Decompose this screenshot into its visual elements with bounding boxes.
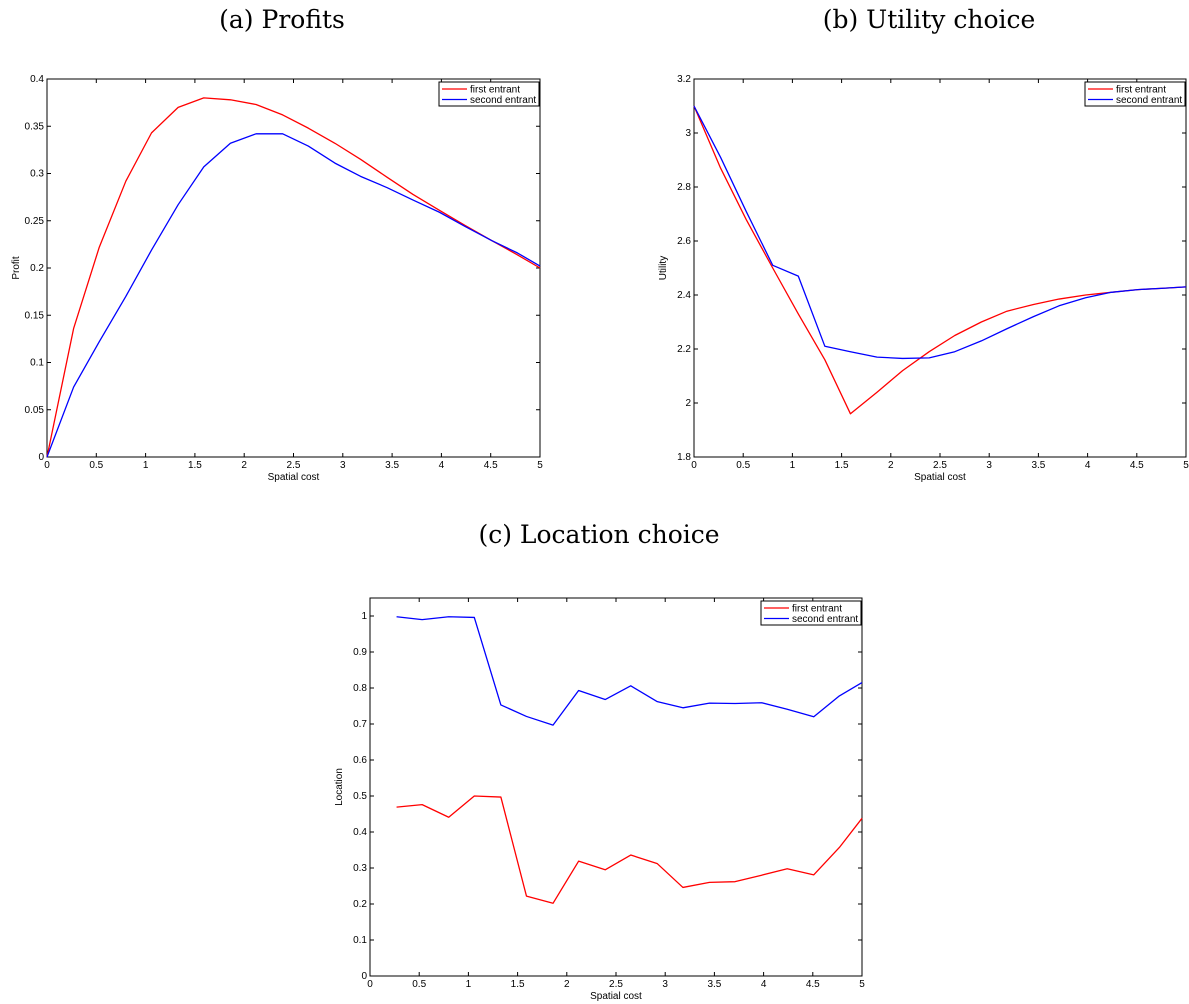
x-axis-label: Spatial cost [914, 472, 966, 483]
y-tick-label: 2.2 [677, 344, 691, 355]
x-tick-label: 2.5 [609, 979, 623, 990]
y-tick-label: 0.3 [353, 863, 367, 874]
x-tick-label: 3 [340, 460, 346, 471]
series-line-second-entrant [693, 105, 1187, 360]
y-tick-label: 0.1 [30, 358, 44, 369]
y-tick-label: 0.35 [25, 121, 45, 132]
x-tick-label: 0 [691, 460, 697, 471]
y-tick-label: 0.4 [30, 74, 44, 85]
x-tick-label: 3.5 [1031, 460, 1045, 471]
series-line-second-entrant [396, 616, 863, 726]
y-tick-label: 0.2 [353, 899, 367, 910]
legend-label: first entrant [792, 604, 842, 615]
legend-label: second entrant [1116, 95, 1182, 106]
series-line-first-entrant [396, 795, 863, 904]
x-tick-label: 2 [888, 460, 894, 471]
chart-location: 0 0.5 1 1.5 2 2.5 3 3.5 4 4.5 5 0 0.1 0.2 0.3 0.4 0.5 0.6… [334, 597, 865, 1002]
y-axis-label: Location [334, 768, 345, 806]
legend-label: first entrant [1116, 85, 1166, 96]
x-tick-label: 2 [241, 460, 247, 471]
chart-profits: 0 0.5 1 1.5 2 2.5 3 3.5 4 4.5 5 0 0.05 0.1 0.15 0.2 0.25… [11, 74, 543, 483]
x-tick-label: 2.5 [933, 460, 947, 471]
x-tick-label: 0 [367, 979, 373, 990]
y-tick-label: 0.05 [25, 405, 45, 416]
plot-frame [693, 78, 1187, 458]
x-tick-label: 0.5 [736, 460, 750, 471]
plot-frame [46, 78, 541, 458]
x-tick-label: 4 [1085, 460, 1091, 471]
x-tick-label: 5 [537, 460, 543, 471]
x-tick-label: 1 [790, 460, 796, 471]
legend-box [1084, 81, 1186, 107]
y-tick-label: 0.9 [353, 647, 367, 658]
x-tick-label: 2 [564, 979, 570, 990]
x-axis-label: Spatial cost [590, 991, 642, 1002]
y-axis-label: Profit [11, 256, 22, 280]
legend-label: first entrant [470, 85, 520, 96]
y-tick-label: 1.8 [677, 452, 691, 463]
caption-profits: (a) Profits [219, 5, 345, 34]
x-tick-label: 4.5 [1130, 460, 1144, 471]
x-tick-label: 4 [761, 979, 767, 990]
y-tick-label: 2.4 [677, 290, 691, 301]
y-tick-label: 0.4 [353, 827, 367, 838]
x-tick-label: 1.5 [188, 460, 202, 471]
x-tick-label: 5 [859, 979, 865, 990]
legend-label: second entrant [792, 614, 858, 625]
y-tick-label: 0.6 [353, 755, 367, 766]
y-tick-label: 1 [361, 611, 367, 622]
x-tick-label: 3 [986, 460, 992, 471]
y-tick-label: 0.25 [25, 216, 45, 227]
x-tick-label: 2.5 [287, 460, 301, 471]
legend-box [438, 81, 540, 107]
y-tick-label: 2.8 [677, 182, 691, 193]
x-tick-label: 5 [1183, 460, 1189, 471]
y-tick-label: 2 [685, 398, 691, 409]
x-axis-label: Spatial cost [268, 472, 320, 483]
x-tick-label: 4.5 [806, 979, 820, 990]
x-tick-label: 4 [439, 460, 445, 471]
x-tick-label: 3.5 [385, 460, 399, 471]
x-tick-label: 1.5 [835, 460, 849, 471]
series-line-second-entrant [46, 133, 541, 458]
y-tick-label: 0 [38, 452, 44, 463]
x-tick-label: 1 [466, 979, 472, 990]
series-line-first-entrant [46, 97, 541, 458]
x-tick-label: 1.5 [511, 979, 525, 990]
y-tick-label: 3.2 [677, 74, 691, 85]
y-tick-label: 2.6 [677, 236, 691, 247]
y-tick-label: 0.3 [30, 169, 44, 180]
x-tick-label: 3.5 [707, 979, 721, 990]
x-tick-label: 3 [662, 979, 668, 990]
y-tick-label: 0.15 [25, 310, 45, 321]
y-tick-label: 0 [361, 971, 367, 982]
caption-utility: (b) Utility choice [822, 5, 1036, 34]
x-tick-label: 0.5 [89, 460, 103, 471]
y-tick-label: 0.1 [353, 935, 367, 946]
legend-label: second entrant [470, 95, 536, 106]
y-tick-label: 0.7 [353, 719, 367, 730]
y-tick-label: 0.8 [353, 683, 367, 694]
legend-box [760, 600, 862, 626]
x-tick-label: 1 [143, 460, 149, 471]
x-tick-label: 4.5 [484, 460, 498, 471]
y-tick-label: 3 [685, 128, 691, 139]
caption-location: (c) Location choice [478, 520, 720, 549]
y-axis-label: Utility [658, 256, 669, 280]
y-tick-label: 0.2 [30, 263, 44, 274]
x-tick-label: 0 [44, 460, 50, 471]
chart-utility: 0 0.5 1 1.5 2 2.5 3 3.5 4 4.5 5 1.8 2 2.2 2.4 2.6 2.8 3 3.… [658, 74, 1189, 483]
x-tick-label: 0.5 [412, 979, 426, 990]
plot-frame [369, 597, 863, 977]
y-tick-label: 0.5 [353, 791, 367, 802]
